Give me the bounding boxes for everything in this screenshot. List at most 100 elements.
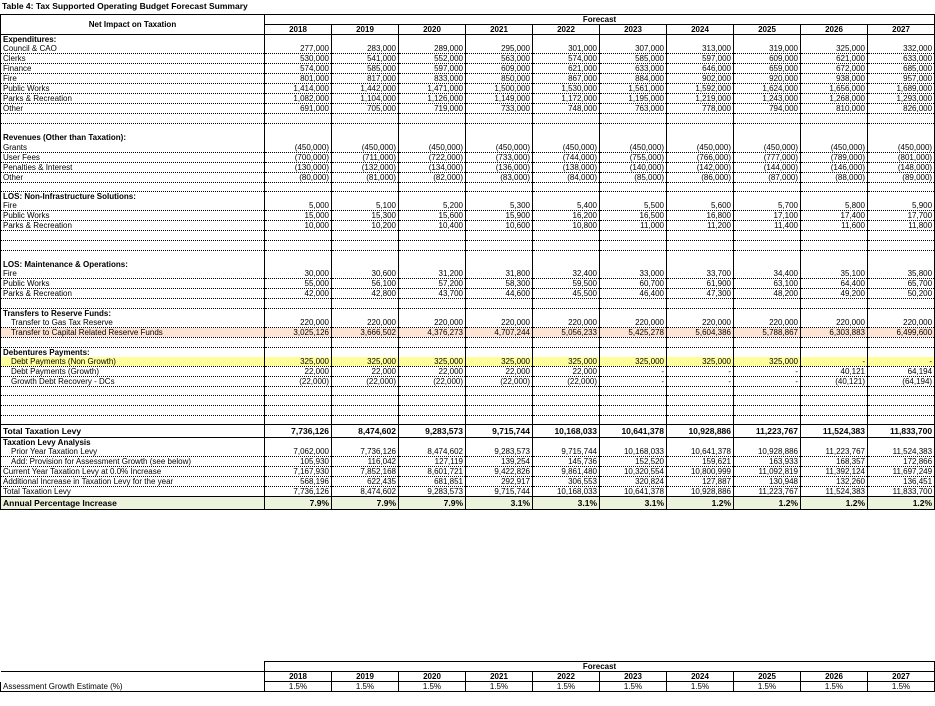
year-header: 2023 (599, 24, 667, 35)
cell-value: 47,300 (666, 288, 734, 300)
year-header: 2020 (398, 671, 466, 682)
header-label: Net Impact on Taxation (0, 14, 265, 35)
cell-value (532, 298, 600, 309)
cell-value (733, 386, 801, 397)
row-label: Expenditures: (0, 34, 265, 45)
table-row: Council & CAO 277,000 283,000 289,000 295,00… (0, 44, 935, 55)
cell-value (532, 113, 600, 124)
cell-value (532, 240, 600, 251)
cell-value (398, 182, 466, 193)
cell-value: 10,320,554 (599, 466, 667, 478)
cell-value: 289,000 (398, 44, 466, 55)
cell-value: 5,900 (866, 201, 935, 212)
cell-value: 11,600 (800, 220, 868, 232)
cell-value (666, 230, 734, 241)
cell-value (733, 132, 801, 143)
cell-value: 10,400 (398, 220, 466, 232)
cell-value: 30,600 (331, 269, 399, 280)
cell-value: 563,000 (465, 53, 533, 65)
cell-value (264, 415, 332, 425)
cell-value: 609,000 (465, 63, 533, 75)
cell-value: 220,000 (532, 318, 600, 329)
cell-value (264, 298, 332, 309)
table-title: Table 4: Tax Supported Operating Budget … (2, 1, 248, 11)
cell-value: 748,000 (532, 103, 600, 115)
row-label: Total Taxation Levy (0, 486, 265, 498)
table-row: Transfer to Capital Related Reserve Fund… (0, 327, 935, 339)
table-row: Other 691,000 705,000 719,000 733,000 748,000… (0, 103, 935, 115)
cell-value: 1.5% (264, 681, 332, 692)
cell-value (398, 386, 466, 397)
cell-value (532, 347, 600, 357)
cell-value (666, 259, 734, 270)
row-label: Penalties & Interest (0, 162, 265, 173)
cell-value (532, 191, 600, 202)
table-row: Transfer to Gas Tax Reserve 220,000 220,00… (0, 318, 935, 329)
cell-value: 597,000 (666, 53, 734, 65)
cell-value (866, 250, 935, 260)
table-row: Fire 30,000 30,600 31,200 31,800 32,400 33,000… (0, 269, 935, 280)
cell-value (465, 337, 533, 348)
row-label: Parks & Recreation (0, 220, 265, 232)
cell-value: (148,000) (866, 162, 935, 173)
cell-value (398, 308, 466, 318)
cell-value (733, 182, 801, 193)
cell-value: (140,000) (599, 162, 667, 173)
cell-value (666, 395, 734, 407)
cell-value: (88,000) (800, 172, 868, 183)
cell-value: 320,824 (599, 476, 667, 488)
row-label: Finance (0, 63, 265, 75)
cell-value: - (733, 366, 801, 377)
cell-value (264, 259, 332, 270)
cell-value: (80,000) (264, 172, 332, 183)
cell-value: 5,600 (666, 201, 734, 212)
cell-value (465, 132, 533, 143)
assessment-header-row: Forecast (1, 661, 935, 672)
blank-row (0, 395, 935, 407)
cell-value (599, 415, 667, 425)
cell-value (532, 415, 600, 425)
cell-value: 10,168,033 (532, 486, 600, 498)
cell-value: (146,000) (800, 162, 868, 173)
cell-value: (755,000) (599, 152, 667, 163)
cell-value: 11,223,767 (733, 486, 801, 498)
year-header: 2020 (398, 24, 466, 35)
cell-value (331, 34, 399, 45)
cell-value: (450,000) (331, 142, 399, 153)
cell-value: 1.5% (599, 681, 667, 692)
cell-value (398, 34, 466, 45)
cell-value: - (599, 376, 667, 387)
table-row: Debt Payments (Non Growth) 325,000 325,000… (0, 356, 935, 367)
cell-value (666, 337, 734, 348)
cell-value: - (666, 376, 734, 387)
cell-value: 568,196 (264, 476, 332, 488)
cell-value: 7.9% (331, 496, 399, 511)
cell-value: 1.5% (398, 681, 466, 692)
forecast-header: Forecast (263, 661, 935, 672)
cell-value: 60,700 (599, 278, 667, 290)
cell-value (398, 347, 466, 357)
cell-value (398, 230, 466, 241)
cell-value: 902,000 (666, 73, 734, 85)
cell-value: 1,561,000 (599, 83, 667, 95)
blank-row (0, 298, 935, 309)
year-header: 2019 (331, 671, 399, 682)
cell-value: 136,451 (866, 476, 935, 488)
cell-value (666, 182, 734, 193)
blank-row (0, 415, 935, 425)
cell-value: 5,604,386 (666, 327, 734, 339)
year-header: 2024 (666, 24, 734, 35)
cell-value: 172,866 (866, 456, 935, 468)
cell-value (666, 113, 734, 124)
cell-value (264, 405, 332, 416)
cell-value: 621,000 (800, 53, 868, 65)
cell-value: 220,000 (599, 318, 667, 329)
cell-value: 4,376,273 (398, 327, 466, 339)
cell-value: 22,000 (465, 366, 533, 377)
cell-value: 325,000 (264, 356, 332, 367)
cell-value (398, 395, 466, 407)
blank-row (0, 386, 935, 397)
cell-value: 48,200 (733, 288, 801, 300)
year-header: 2021 (465, 24, 533, 35)
cell-value (733, 437, 801, 448)
